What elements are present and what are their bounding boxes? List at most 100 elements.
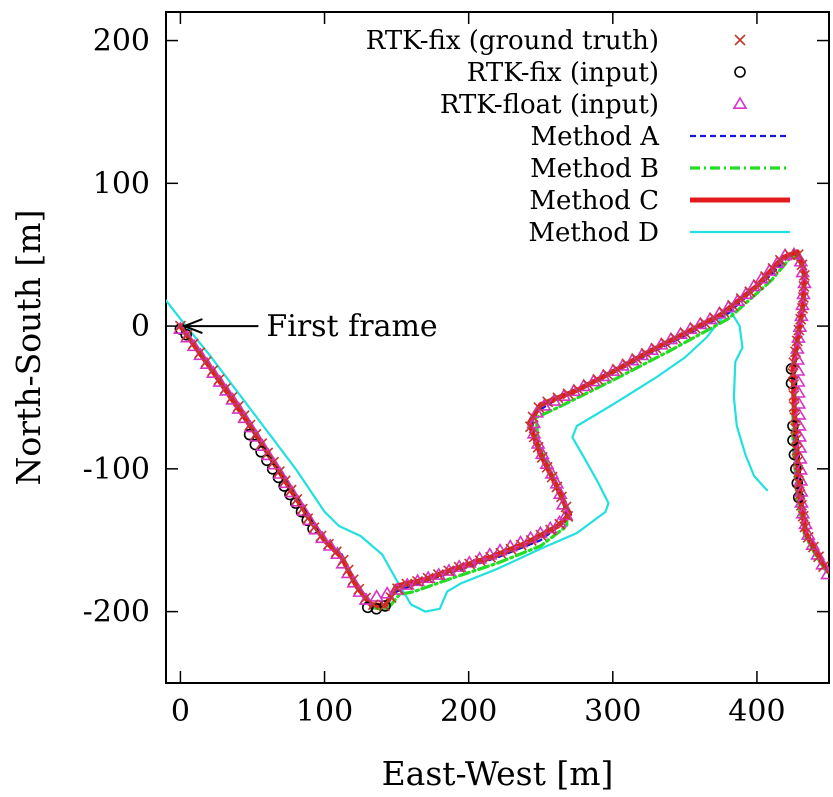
series-0-marker xyxy=(793,324,805,336)
series-0-marker xyxy=(798,269,810,281)
series-0-marker xyxy=(432,568,444,581)
series-1-marker xyxy=(791,477,804,489)
series-0-marker xyxy=(385,592,397,604)
legend-label: RTK-fix (ground truth) xyxy=(366,26,659,56)
series-2-marker xyxy=(441,563,457,576)
series-0-marker xyxy=(262,447,274,459)
series-2-marker xyxy=(546,393,562,406)
series-0-marker xyxy=(799,521,811,533)
series-2-marker xyxy=(711,306,727,319)
legend-entry: RTK-float (input) xyxy=(440,90,748,120)
series-0-marker xyxy=(802,531,814,543)
y-tick-label: 100 xyxy=(93,166,150,201)
series-0-marker xyxy=(718,306,730,318)
series-0-marker xyxy=(592,373,604,386)
series-0-marker xyxy=(744,286,756,298)
first-frame-label: First frame xyxy=(266,309,437,344)
series-0-marker xyxy=(562,510,574,523)
series-0-marker xyxy=(296,503,308,515)
legend-entry: RTK-fix (ground truth) xyxy=(366,26,746,56)
series-0-marker xyxy=(562,388,574,400)
x-tick-label: 300 xyxy=(584,694,641,729)
series-0-marker xyxy=(342,564,354,576)
series-0-marker xyxy=(787,379,800,391)
first-frame-arrowhead xyxy=(181,318,203,335)
series-0-marker xyxy=(207,365,219,377)
series-0-marker xyxy=(792,466,805,479)
series-0-marker xyxy=(735,293,747,305)
series-0-marker xyxy=(219,382,232,395)
series-2-marker xyxy=(682,321,698,335)
series-1-marker xyxy=(180,328,192,341)
series-0-marker xyxy=(794,488,806,500)
series-1-marker xyxy=(295,505,308,518)
series-2-marker xyxy=(410,573,425,587)
legend-entry: Method C xyxy=(529,186,790,216)
series-2-marker xyxy=(451,559,467,572)
series-2-marker xyxy=(399,577,415,590)
series-0-marker xyxy=(528,431,540,443)
series-0-marker xyxy=(453,561,465,573)
series-0-marker xyxy=(788,357,800,369)
series-0-marker xyxy=(200,356,212,368)
series-0-marker xyxy=(330,546,342,558)
x-axis-ticks: 0 100 200 300 400 xyxy=(171,12,786,729)
series-2-marker xyxy=(420,570,436,583)
series-0-marker xyxy=(353,583,365,595)
series-0-marker xyxy=(790,433,802,446)
series-0-marker xyxy=(174,320,186,332)
series-0-marker xyxy=(689,322,701,334)
series-2-marker xyxy=(431,567,447,580)
series-0-marker xyxy=(527,411,539,423)
series-0-marker xyxy=(273,465,285,478)
series-0-marker xyxy=(660,337,672,349)
series-0-marker xyxy=(250,428,262,440)
series-0-marker xyxy=(464,558,476,570)
legend-label: Method D xyxy=(528,218,659,248)
legend-entry: Method D xyxy=(528,218,790,248)
series-2-marker xyxy=(769,255,785,269)
series-0-marker xyxy=(181,329,193,341)
legend-label: Method B xyxy=(530,154,659,184)
series-0-marker xyxy=(602,368,614,381)
y-axis-ticks: 200 100 0 -100 -200 xyxy=(83,24,829,630)
legend-marker xyxy=(734,34,746,46)
plot-border xyxy=(165,11,830,684)
series-0-marker xyxy=(244,419,256,431)
x-tick-label: 200 xyxy=(440,694,497,729)
series-0-marker xyxy=(226,391,238,404)
series-0-marker xyxy=(709,312,721,324)
series-0-marker xyxy=(367,599,379,611)
legend-marker xyxy=(732,96,748,109)
series-0-marker xyxy=(213,374,225,386)
plot-frame xyxy=(165,11,830,684)
series-0-marker xyxy=(291,493,303,506)
series-0-marker xyxy=(640,347,652,359)
series-0-marker xyxy=(535,529,547,541)
y-tick-label: 200 xyxy=(93,24,150,59)
series-0-marker xyxy=(308,522,320,534)
series-0-marker xyxy=(391,583,404,595)
series-0-marker xyxy=(699,317,711,329)
series-0-marker xyxy=(798,280,810,292)
series-0-marker xyxy=(621,358,633,370)
series-0-marker xyxy=(789,346,802,358)
series-0-marker xyxy=(545,524,557,536)
series-0-marker xyxy=(792,248,804,261)
legend-marker xyxy=(734,66,746,78)
series-0-marker xyxy=(796,259,808,271)
series-0-marker xyxy=(555,491,568,503)
annotation: First frame xyxy=(181,309,438,344)
series-0-marker xyxy=(279,475,291,487)
series-0-marker xyxy=(337,554,349,566)
series-0-marker xyxy=(796,302,809,314)
series-layer xyxy=(166,246,829,615)
series-0-marker xyxy=(536,451,548,464)
series-0-marker xyxy=(797,510,809,522)
series-2-marker xyxy=(390,582,405,595)
series-0-marker xyxy=(505,543,517,555)
series-2-marker xyxy=(379,586,395,599)
series-1 xyxy=(174,323,805,615)
series-0-marker xyxy=(611,363,623,375)
